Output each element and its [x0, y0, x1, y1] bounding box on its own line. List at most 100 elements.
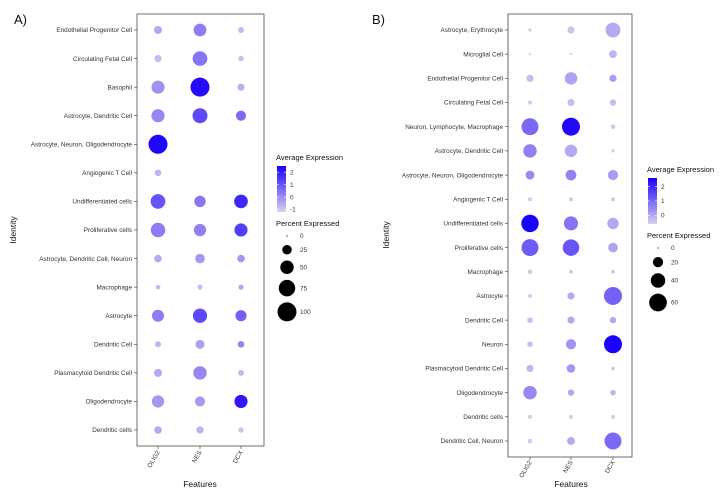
dot-point: [563, 216, 579, 231]
y-tick-label: Endothelial Progenitor Cell: [56, 27, 132, 34]
plot-area: [507, 13, 633, 458]
color-tick-label: 0: [661, 213, 665, 220]
color-legend-title: Average Expression: [276, 153, 343, 162]
dot-point: [195, 253, 205, 264]
dot-point: [523, 385, 537, 400]
color-legend-title: Average Expression: [647, 165, 714, 174]
dot-point: [194, 195, 206, 208]
dot-point: [238, 27, 244, 33]
dot-point: [153, 25, 163, 35]
y-tick-label: Dendritic Cell, Neuron: [440, 438, 503, 445]
dot-point: [609, 50, 617, 59]
dot-point: [605, 22, 621, 38]
dot-point: [193, 223, 207, 237]
dot-point: [609, 316, 617, 324]
dot-point: [567, 437, 575, 445]
y-tick-label: Plasmacytoid Dendritic Cell: [425, 366, 503, 373]
dot-point: [569, 269, 573, 274]
size-legend-title: Percent Expressed: [276, 219, 339, 228]
dot-point: [569, 53, 573, 56]
x-tick-label: OLIG2: [518, 459, 534, 479]
size-key-dot: [286, 235, 288, 237]
y-tick-label: Macrophage: [96, 284, 132, 291]
panel-b: B) Astrocyte, Erythrocyte Microglial Cell E…: [372, 12, 714, 489]
dot-point: [150, 222, 166, 238]
dot-point: [523, 144, 537, 158]
y-tick-label: Dendritic Cell: [94, 341, 132, 348]
dot-point: [193, 23, 207, 37]
color-tick-label: 2: [290, 169, 294, 176]
y-axis-title: Identity: [381, 221, 391, 249]
size-tick-label: 0: [300, 233, 304, 240]
color-tick-label: 2: [661, 184, 665, 191]
color-bar: [648, 178, 657, 224]
y-tick-label: Neuron: [482, 341, 503, 348]
dot-point: [151, 109, 165, 123]
y-tick-label: Astrocyte, Neuron, Oligodendrocyte: [31, 141, 133, 148]
size-legend-title: Percent Expressed: [647, 231, 710, 240]
dot-point: [526, 74, 534, 82]
dot-point: [562, 239, 580, 256]
size-key-dot: [280, 260, 294, 274]
y-tick-label: Astrocyte, Dendritic Cell, Neuron: [39, 256, 132, 263]
y-tick-label: Neuron, Lymphocyte, Macrophage: [405, 124, 503, 131]
dot-point: [154, 169, 162, 177]
dot-point: [192, 308, 208, 323]
dot-point: [148, 134, 168, 154]
dot-point: [528, 414, 532, 419]
dot-point: [154, 55, 162, 63]
size-key-dot: [650, 273, 666, 288]
dot-point: [234, 394, 248, 409]
dot-point: [193, 366, 207, 380]
panel-label: B): [372, 12, 385, 27]
dot-point: [192, 108, 208, 124]
size-tick-label: 100: [300, 309, 311, 316]
dot-point: [238, 369, 244, 376]
y-tick-label: Astrocyte: [476, 293, 503, 300]
color-tick-label: 1: [290, 182, 294, 189]
y-tick-label: Angiogenic T Cell: [453, 196, 503, 203]
dot-point: [521, 239, 539, 257]
size-key-dot: [277, 302, 297, 322]
dot-point: [607, 169, 619, 181]
dot-point: [151, 309, 165, 322]
size-tick-label: 0: [671, 245, 675, 252]
dot-point: [155, 341, 161, 348]
panel-a: A) Endothelial Progenitor Cell Circulating…: [8, 12, 343, 489]
dot-point: [611, 414, 615, 419]
dot-point: [566, 364, 576, 373]
dot-point: [235, 110, 247, 121]
y-tick-label: Undifferentiated cells: [72, 199, 132, 206]
dot-point: [190, 77, 210, 97]
color-tick-label: 1: [661, 198, 665, 205]
size-key-dot: [657, 247, 659, 249]
dot-point: [237, 83, 245, 91]
dot-point: [235, 310, 247, 322]
y-tick-label: Undifferentiated cells: [443, 221, 503, 228]
y-tick-label: Astrocyte, Dendritic Cell: [64, 113, 132, 120]
dot-point: [154, 254, 162, 263]
y-tick-label: Macrophage: [467, 269, 503, 276]
dot-point: [151, 395, 165, 408]
dot-point: [521, 214, 539, 233]
y-tick-label: Microglial Cell: [463, 51, 503, 58]
dot-point: [238, 427, 244, 433]
dot-point: [604, 432, 622, 450]
x-tick-label: NES: [562, 460, 575, 475]
y-tick-label: Circulating Fetal Cell: [73, 56, 132, 63]
dot-point: [528, 197, 532, 202]
dot-point: [609, 74, 617, 82]
y-tick-label: Endothelial Progenitor Cell: [427, 76, 503, 83]
y-axis-title: Identity: [8, 216, 18, 244]
y-tick-label: Oligodendrocyte: [456, 390, 503, 397]
dot-point: [567, 292, 575, 300]
dot-point: [611, 269, 615, 274]
dot-point: [153, 368, 163, 377]
y-tick-label: Dendritic cells: [92, 427, 132, 434]
dot-point: [569, 414, 573, 419]
dot-point: [611, 366, 615, 371]
dot-point: [604, 335, 622, 354]
dot-point: [150, 194, 166, 209]
dot-point: [611, 149, 615, 153]
